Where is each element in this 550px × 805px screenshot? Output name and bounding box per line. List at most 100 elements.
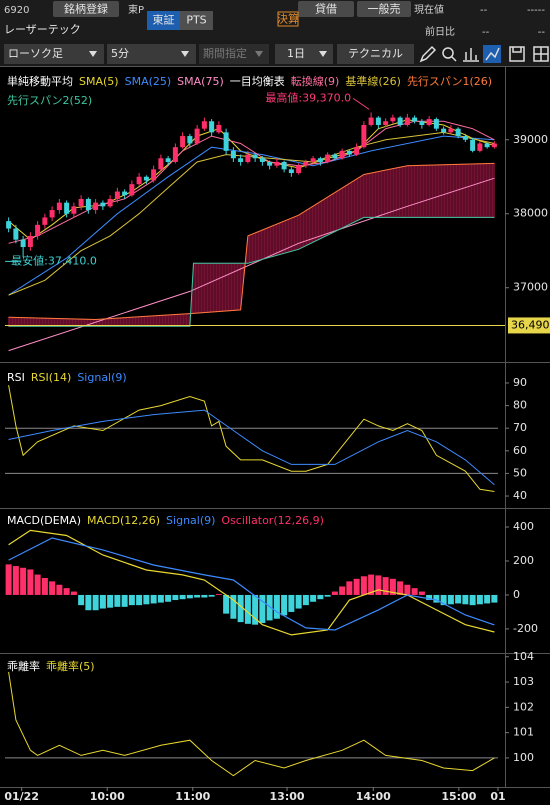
candle-body xyxy=(419,121,425,125)
bar-icon[interactable] xyxy=(463,48,479,62)
dropdown-label[interactable]: 5分 xyxy=(111,47,129,60)
market: 東P xyxy=(128,3,144,16)
y-tick-label: 39000 xyxy=(513,133,548,146)
tab-active[interactable] xyxy=(147,11,180,30)
candle-body xyxy=(491,143,497,148)
series-line xyxy=(8,385,495,492)
button-label[interactable]: 貸借 xyxy=(315,2,337,16)
dropdown[interactable] xyxy=(275,44,333,64)
button[interactable] xyxy=(298,1,354,17)
legend-label: SMA(25) xyxy=(125,75,172,88)
oscillator-bar xyxy=(353,578,360,595)
dropdown-label[interactable]: ローソク足 xyxy=(8,47,63,60)
oscillator-bar xyxy=(107,594,114,608)
toolbar-icons[interactable] xyxy=(419,45,549,63)
button[interactable] xyxy=(53,1,119,17)
save-icon[interactable] xyxy=(509,46,525,62)
zoom-icon[interactable] xyxy=(442,47,454,59)
y-tick-label: 104 xyxy=(513,650,534,663)
y-tick-label: 80 xyxy=(513,399,527,412)
series-line xyxy=(8,671,495,777)
legend-label: 転換線(9) xyxy=(291,74,340,88)
badge xyxy=(277,11,299,27)
badge-label: 決算 xyxy=(277,12,299,26)
candle-body xyxy=(107,198,113,207)
stock-name: レーザーテック xyxy=(4,23,81,36)
oscillator-bar xyxy=(12,566,19,595)
candle-body xyxy=(259,158,265,162)
oscillator-bar xyxy=(462,594,469,605)
oscillator-bar xyxy=(447,594,454,605)
dropdown-arrow xyxy=(89,51,97,57)
y-tick-label: 37000 xyxy=(513,281,548,294)
save-icon-detail xyxy=(512,47,522,53)
candle-body xyxy=(209,121,215,133)
annotation: 最高値:39,370.0 xyxy=(265,90,351,104)
oscillator-bar xyxy=(78,594,85,606)
oscillator-bar xyxy=(157,594,164,603)
candle-body xyxy=(216,124,222,133)
field-value: ----- xyxy=(527,5,545,16)
annotation-arrow xyxy=(352,97,370,110)
tab-label[interactable]: PTS xyxy=(186,14,206,27)
candle-body xyxy=(397,117,403,125)
legend-label: 先行スパン1(26) xyxy=(407,75,492,88)
oscillator-bar xyxy=(375,575,382,595)
y-tick-label: 400 xyxy=(513,520,534,533)
button-label[interactable]: 銘柄登録 xyxy=(64,2,108,16)
candle-body xyxy=(129,184,135,196)
y-tick-label: 60 xyxy=(513,444,527,457)
oscillator-bar xyxy=(27,569,34,595)
legend-label: Signal(9) xyxy=(77,371,126,384)
oscillator-bar xyxy=(339,586,346,595)
y-tick-label: 40 xyxy=(513,489,527,502)
oscillator-bar xyxy=(310,594,317,602)
x-tick-label: 01/22 xyxy=(4,790,39,803)
oscillator-bar xyxy=(382,577,389,595)
legend-label: Signal(9) xyxy=(166,514,215,527)
y-tick-label: 90 xyxy=(513,376,527,389)
candle-body xyxy=(477,143,483,151)
oscillator-bar xyxy=(317,594,324,600)
button[interactable] xyxy=(337,44,414,64)
candle-body xyxy=(56,202,62,211)
candle-body xyxy=(194,128,200,144)
button-label[interactable]: 一般売 xyxy=(368,3,401,16)
candle-body xyxy=(78,198,84,207)
tab-label[interactable]: 東証 xyxy=(153,14,175,27)
candle-body xyxy=(368,117,374,125)
candle-body xyxy=(230,150,236,159)
button-label[interactable]: テクニカル xyxy=(348,47,403,60)
legend-label: MACD(12,26) xyxy=(87,514,160,527)
candle-body xyxy=(354,147,360,155)
oscillator-bar xyxy=(418,591,425,595)
dropdown[interactable] xyxy=(107,44,196,64)
candle-body xyxy=(346,150,352,155)
pencil-icon[interactable] xyxy=(419,45,437,63)
candle-body xyxy=(13,228,19,240)
zoom-icon-handle xyxy=(451,56,457,62)
series-line xyxy=(8,162,495,321)
candle-body xyxy=(339,150,345,159)
oscillator-bar xyxy=(244,594,251,624)
legend-label: Oscillator(12,26,9) xyxy=(221,514,323,527)
candle-body xyxy=(303,161,309,166)
legend-label: 一目均衡表 xyxy=(230,74,285,88)
dropdown[interactable] xyxy=(4,44,104,64)
candle-body xyxy=(114,191,120,199)
legend-label: 遅行スパン(26) xyxy=(98,94,176,107)
legend-label: MACD(DEMA) xyxy=(7,514,81,527)
panel-borders xyxy=(0,66,550,788)
candle-body xyxy=(325,154,331,162)
tab[interactable] xyxy=(180,11,213,30)
oscillator-bar xyxy=(223,594,230,614)
candle-body xyxy=(332,154,338,159)
candle-body xyxy=(470,139,476,151)
candle-body xyxy=(288,169,294,174)
series-line xyxy=(8,131,495,296)
button[interactable] xyxy=(357,1,411,17)
dropdown-label[interactable]: 1日 xyxy=(287,47,305,60)
oscillator-bar xyxy=(143,594,150,605)
series-line xyxy=(8,120,307,167)
